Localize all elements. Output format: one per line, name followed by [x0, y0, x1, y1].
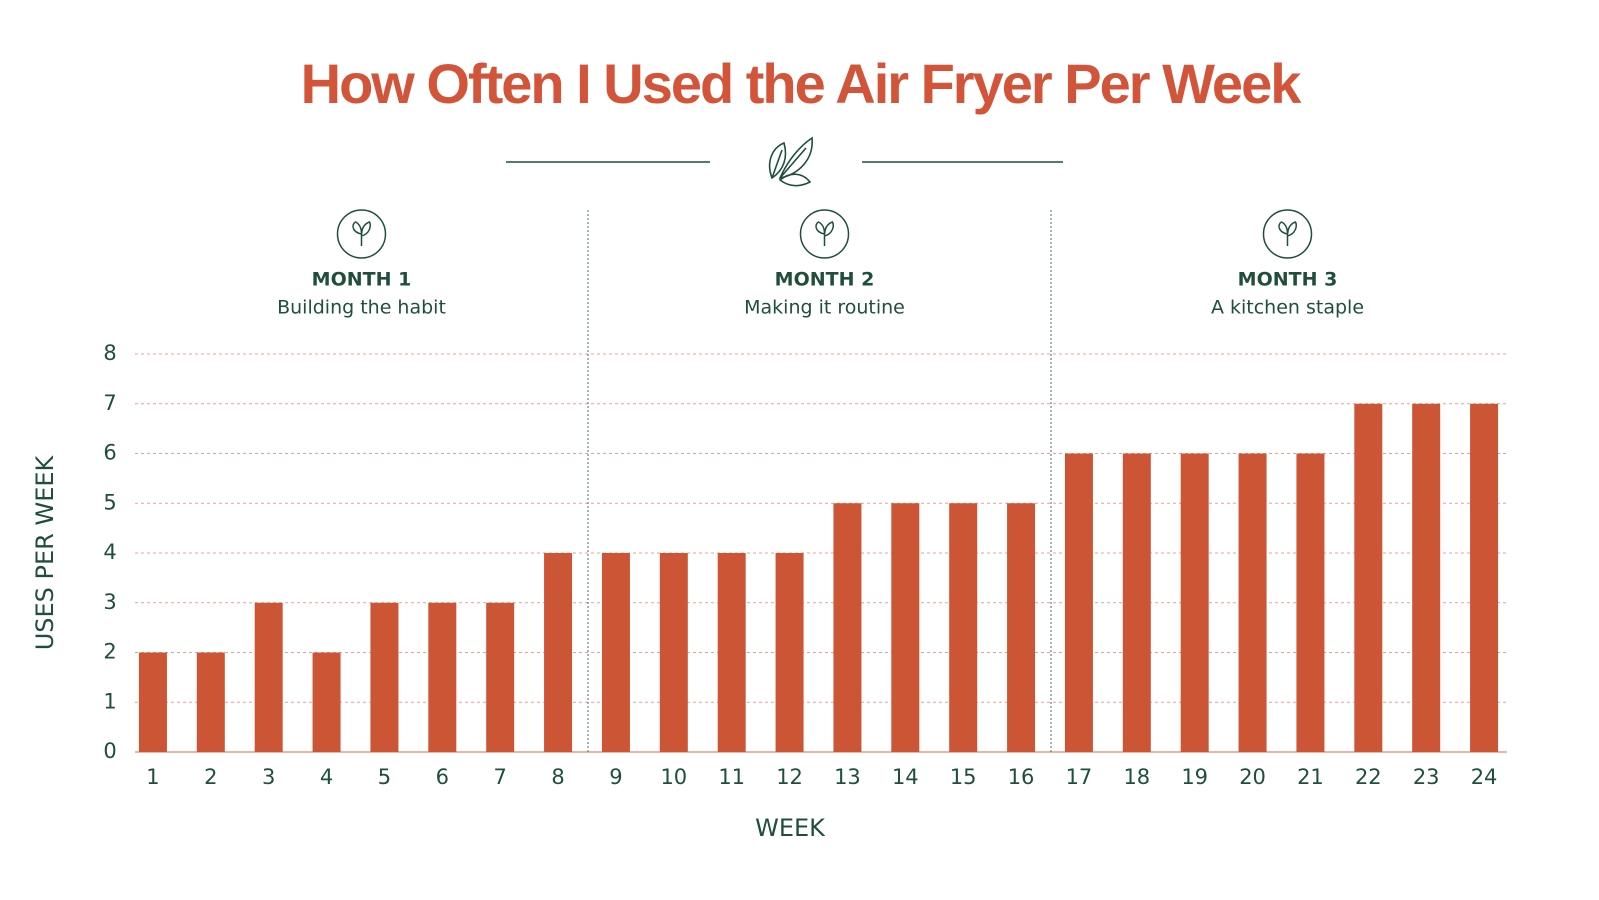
y-tick-label: 5 — [103, 490, 116, 514]
y-tick-label: 3 — [103, 590, 116, 614]
x-tick-label: 19 — [1181, 765, 1208, 789]
chart-title: How Often I Used the Air Fryer Per Week — [301, 52, 1303, 115]
y-tick-label: 7 — [103, 391, 116, 415]
x-tick-label: 2 — [204, 765, 217, 789]
bar — [1238, 453, 1267, 752]
title-ornament — [506, 136, 1063, 187]
bar — [1180, 453, 1209, 752]
x-tick-label: 6 — [436, 765, 449, 789]
bar — [1064, 453, 1093, 752]
bar — [1470, 403, 1499, 752]
x-tick-label: 12 — [776, 765, 803, 789]
bar — [717, 553, 746, 752]
x-tick-label: 15 — [950, 765, 977, 789]
bar — [254, 602, 283, 752]
bar — [1122, 453, 1151, 752]
y-tick-label: 4 — [103, 540, 116, 564]
bar — [1007, 503, 1036, 752]
bar — [949, 503, 978, 752]
bar — [1296, 453, 1325, 752]
y-tick-label: 6 — [103, 441, 116, 465]
bar — [833, 503, 862, 752]
x-tick-label: 7 — [494, 765, 507, 789]
month-caption: Making it routine — [744, 297, 905, 319]
bar — [428, 602, 457, 752]
bar — [138, 652, 167, 752]
x-tick-label: 21 — [1297, 765, 1324, 789]
bar — [196, 652, 225, 752]
icon-sprout — [352, 221, 371, 246]
bar — [312, 652, 341, 752]
bar — [1354, 403, 1383, 752]
x-tick-label: 1 — [146, 765, 159, 789]
month-label: MONTH 1 — [312, 269, 412, 291]
x-tick-label: 8 — [551, 765, 564, 789]
month-label: MONTH 3 — [1238, 269, 1338, 291]
x-tick-label: 10 — [660, 765, 687, 789]
icon-sprout — [815, 221, 834, 246]
y-tick-label: 0 — [103, 739, 116, 763]
bar — [544, 553, 573, 752]
x-tick-label: 18 — [1123, 765, 1150, 789]
icon-circle — [1262, 209, 1313, 259]
x-tick-label: 17 — [1066, 765, 1093, 789]
x-tick-label: 16 — [1008, 765, 1035, 789]
month-icon — [1262, 209, 1313, 259]
bar — [775, 553, 804, 752]
icon-circle — [799, 209, 850, 259]
y-tick-label: 2 — [103, 640, 116, 664]
y-tick-label: 1 — [103, 689, 116, 713]
bar — [486, 602, 515, 752]
x-tick-label: 3 — [262, 765, 275, 789]
x-tick-label: 22 — [1355, 765, 1382, 789]
month-label: MONTH 2 — [775, 269, 875, 291]
x-axis-label: WEEK — [755, 814, 826, 842]
bar — [1412, 403, 1441, 752]
month-icon — [336, 209, 387, 259]
bar — [659, 553, 688, 752]
x-tick-label: 14 — [892, 765, 919, 789]
y-axis-label: USES PER WEEK — [31, 454, 59, 650]
bar — [891, 503, 920, 752]
bar — [370, 602, 399, 752]
x-tick-label: 24 — [1471, 765, 1498, 789]
month-caption: A kitchen staple — [1211, 297, 1364, 319]
x-tick-label: 11 — [718, 765, 745, 789]
x-tick-label: 13 — [834, 765, 861, 789]
icon-circle — [336, 209, 387, 259]
x-tick-label: 5 — [378, 765, 391, 789]
x-tick-label: 9 — [609, 765, 622, 789]
y-tick-label: 8 — [103, 341, 116, 365]
bar — [601, 553, 630, 752]
x-tick-label: 20 — [1239, 765, 1266, 789]
month-caption: Building the habit — [277, 297, 446, 319]
x-tick-label: 23 — [1413, 765, 1440, 789]
month-icon — [799, 209, 850, 259]
x-tick-label: 4 — [320, 765, 333, 789]
icon-sprout — [1278, 221, 1297, 246]
